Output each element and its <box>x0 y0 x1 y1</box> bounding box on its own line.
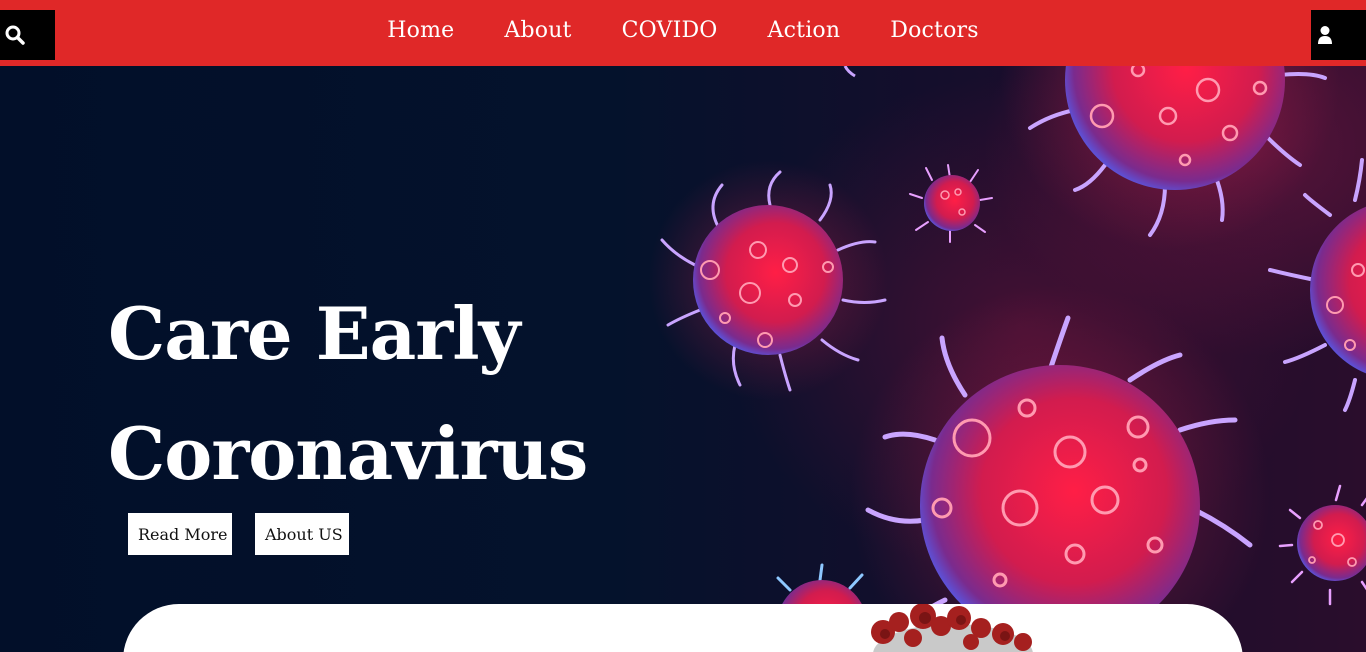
hero-title-line-1: Care Early <box>108 291 520 376</box>
search-icon <box>5 25 25 45</box>
virus-small-left <box>648 160 888 400</box>
user-account-button[interactable] <box>1311 10 1366 60</box>
hero-section: Care Early Coronavirus Read More About U… <box>0 66 1366 652</box>
virus-spike-top-edge <box>843 66 856 78</box>
virus-large-center <box>850 285 1270 652</box>
virus-large-top-right <box>1000 66 1340 250</box>
nav-link-doctors[interactable]: Doctors <box>890 17 979 43</box>
top-navbar: Home About COVIDO Action Doctors <box>0 0 1366 66</box>
coronavirus-model-image <box>871 604 1033 652</box>
search-button[interactable] <box>0 10 55 60</box>
nav-link-covido[interactable]: COVIDO <box>621 17 718 43</box>
virus-tiny-top <box>909 164 993 243</box>
user-icon <box>1318 26 1332 44</box>
virus-right-edge <box>1268 158 1366 412</box>
hero-title-line-2: Coronavirus <box>108 411 588 496</box>
content-card <box>123 604 1243 652</box>
nav-link-home[interactable]: Home <box>387 17 455 43</box>
hero-title: Care Early Coronavirus <box>108 274 588 514</box>
read-more-button[interactable]: Read More <box>128 513 232 555</box>
about-us-button[interactable]: About US <box>255 513 349 555</box>
main-nav: Home About COVIDO Action Doctors <box>0 0 1366 60</box>
nav-link-about[interactable]: About <box>504 17 572 43</box>
nav-link-action[interactable]: Action <box>767 17 841 43</box>
virus-small-bottom-right <box>1278 484 1366 606</box>
coronavirus-illustration <box>648 66 1366 652</box>
